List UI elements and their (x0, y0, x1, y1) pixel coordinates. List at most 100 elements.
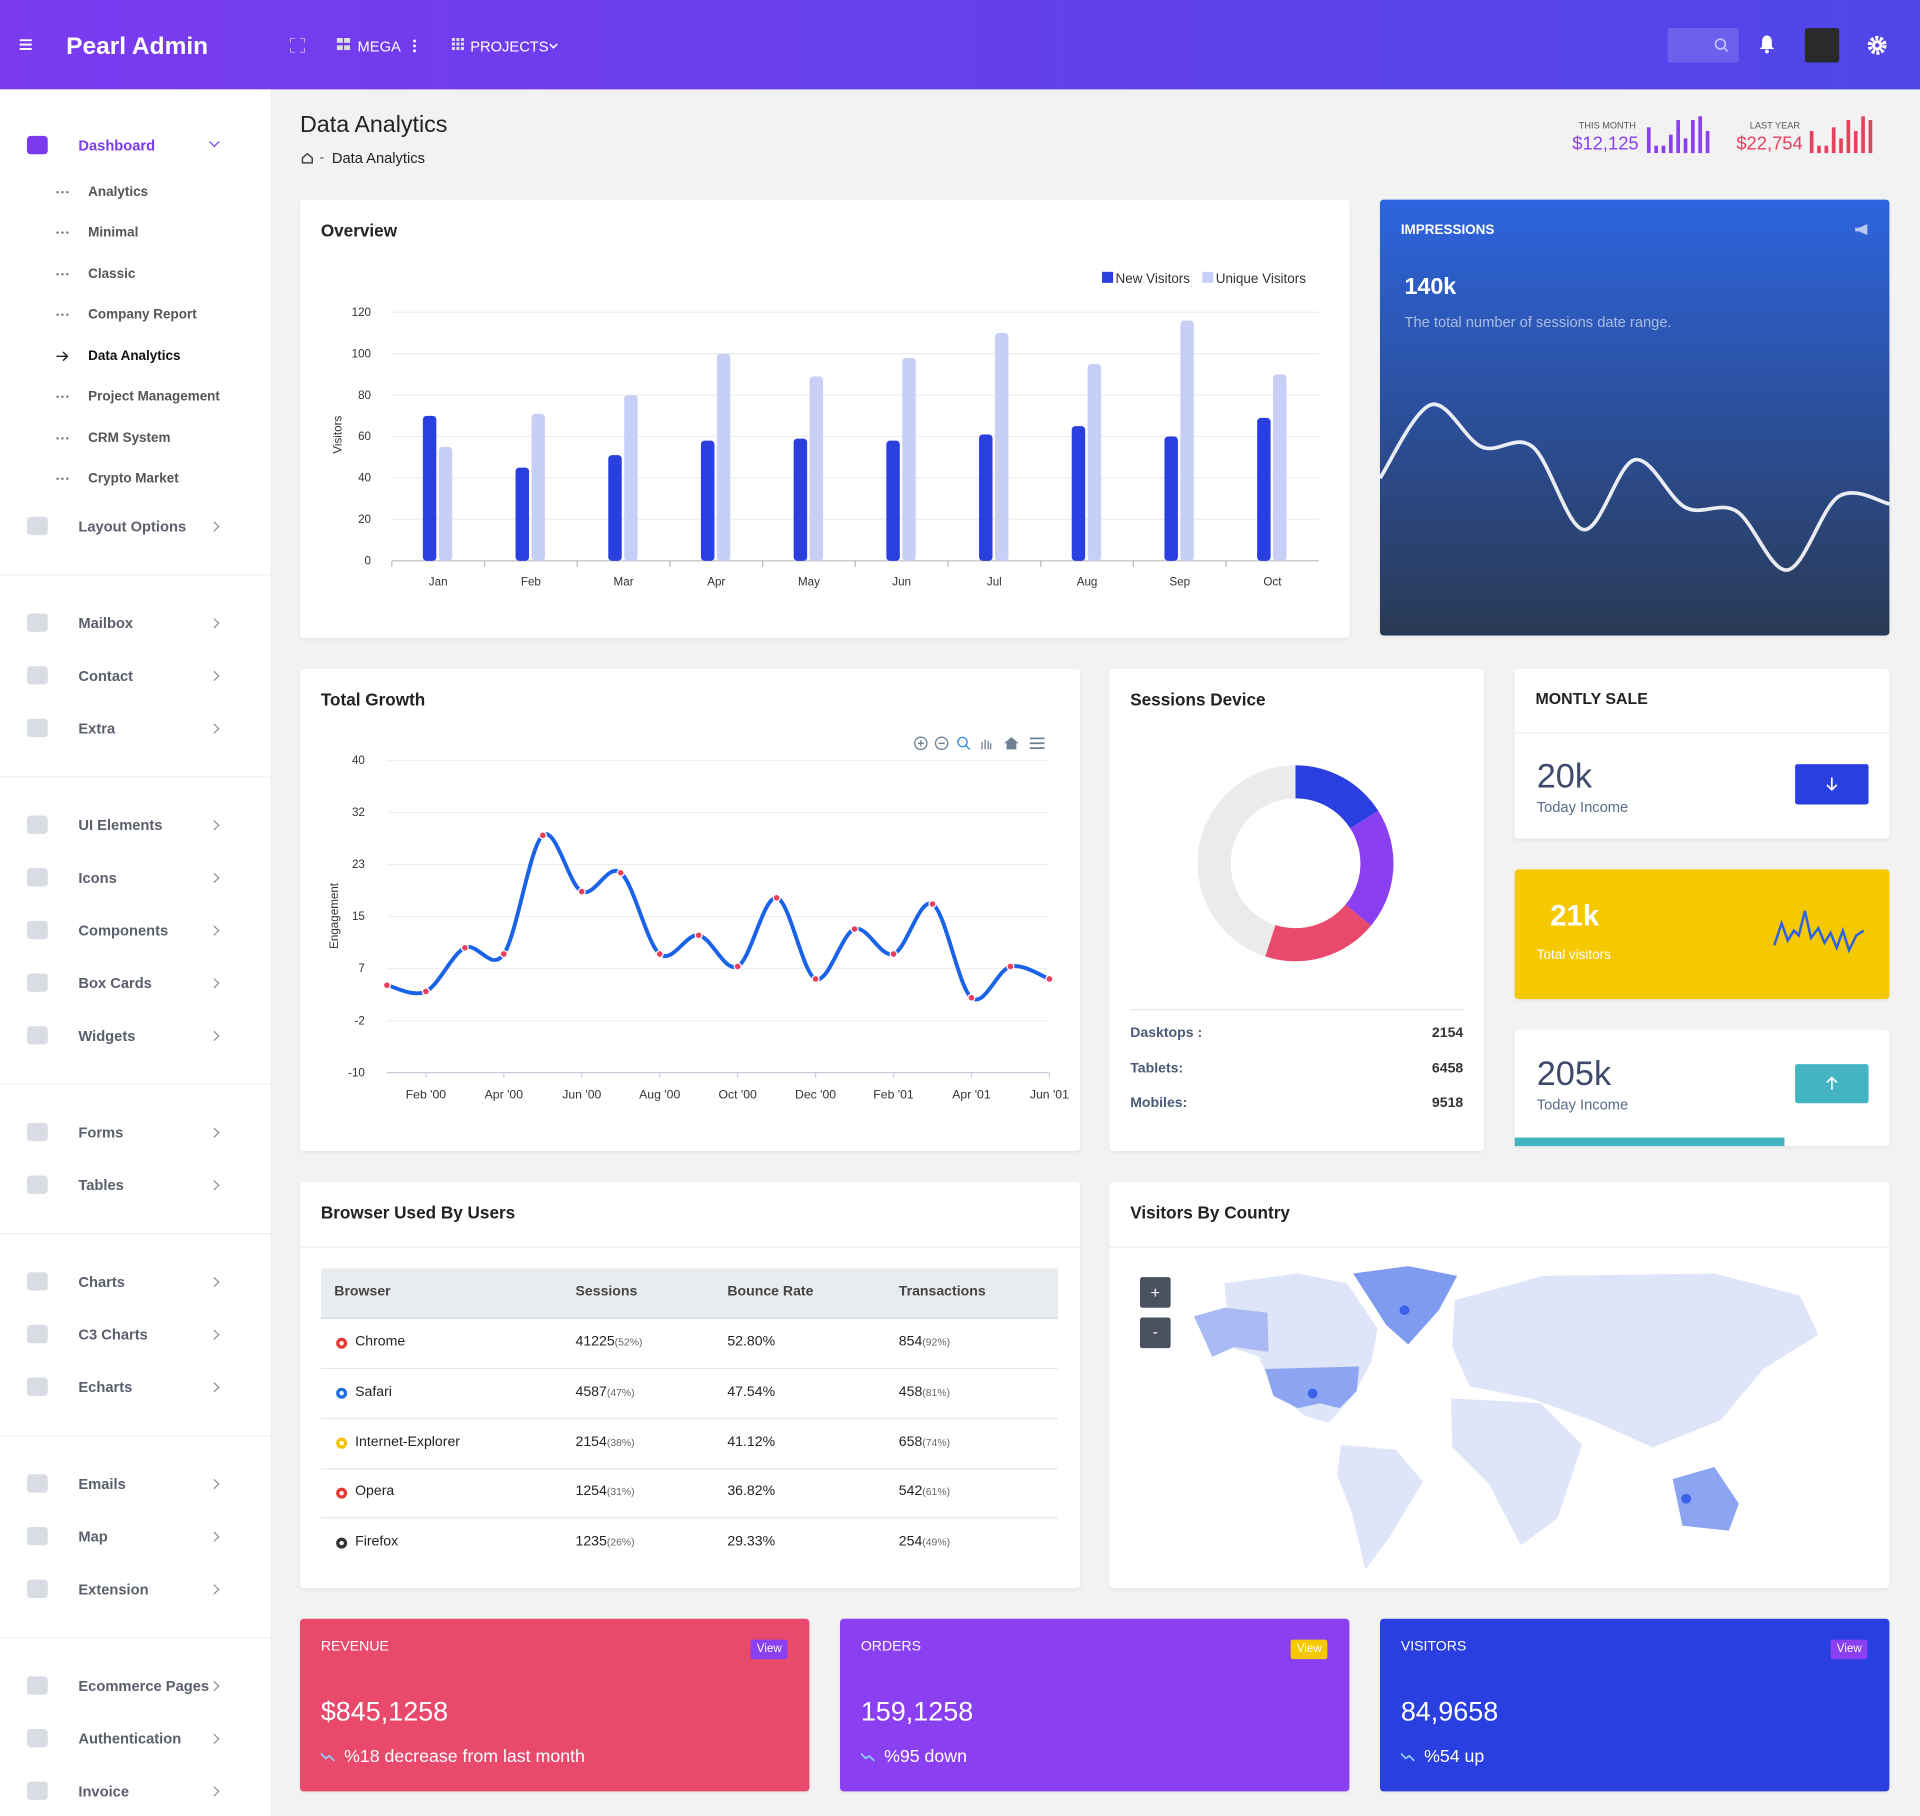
menu-item[interactable]: Icons (0, 851, 271, 904)
menu-group: Dashboard Analytics Minimal Classic Company … (0, 89, 271, 576)
transactions-share: (49%) (922, 1535, 951, 1548)
wave-line (1378, 402, 1890, 572)
bounce-rate: 52.80% (727, 1334, 776, 1350)
sale-value: 20k (1536, 756, 1593, 795)
transactions-value: 854 (898, 1334, 923, 1350)
submenu-label: Crypto Market (88, 471, 179, 487)
menu-item[interactable]: UI Elements (0, 798, 271, 851)
bar (793, 438, 808, 561)
menu-item[interactable]: Layout Options (0, 500, 271, 553)
zoom-out-label[interactable]: - (1152, 1322, 1158, 1341)
submenu-item[interactable]: Analytics (0, 171, 271, 212)
sale-card (1514, 668, 1890, 839)
avatar[interactable] (1804, 28, 1840, 63)
menu-item[interactable]: Widgets (0, 1009, 271, 1062)
more-icon[interactable] (413, 39, 417, 53)
device-label: Tablets: (1130, 1061, 1184, 1076)
view-badge[interactable]: View (1830, 1639, 1868, 1659)
brand[interactable]: Pearl Admin (66, 33, 209, 61)
menu-item[interactable]: Contact (0, 649, 271, 702)
bell-icon[interactable] (1758, 34, 1775, 54)
zoom-out[interactable] (1140, 1317, 1171, 1349)
marker[interactable] (1399, 1305, 1410, 1316)
nav-projects[interactable]: PROJECTS (470, 37, 549, 56)
menu-item[interactable]: Dashboard (0, 119, 271, 172)
y-tick-label: 120 (352, 306, 372, 319)
y-tick-label: 60 (358, 430, 371, 443)
card-title: IMPRESSIONS (1400, 222, 1495, 238)
search-box[interactable] (1667, 28, 1739, 63)
marker[interactable] (1681, 1493, 1692, 1504)
menu-label: Extension (78, 1580, 149, 1598)
menu-item[interactable]: Extension (0, 1562, 271, 1615)
menu-item[interactable]: Box Cards (0, 956, 271, 1009)
menu-icon (26, 613, 48, 632)
submenu-item[interactable]: Minimal (0, 212, 271, 253)
menu-item[interactable]: C3 Charts (0, 1308, 271, 1361)
device-label: Dasktops : (1130, 1026, 1203, 1041)
south-america (1337, 1444, 1423, 1570)
menu-item[interactable]: Mailbox (0, 596, 271, 649)
menu-item[interactable]: Charts (0, 1255, 271, 1308)
page-title: Data Analytics (300, 112, 448, 139)
up-button[interactable] (1795, 1064, 1869, 1104)
point (811, 974, 820, 984)
view-badge[interactable]: View (750, 1639, 788, 1659)
bar (438, 446, 453, 561)
menu-icon (26, 1728, 48, 1748)
menu-item[interactable]: Extra (0, 702, 271, 755)
sessions-value: 41225 (575, 1334, 615, 1350)
menu-item[interactable]: Tables (0, 1158, 271, 1211)
trend-icon (860, 1752, 875, 1762)
point (967, 993, 976, 1002)
browser-icon-center (339, 1391, 344, 1396)
stat-bar (1831, 127, 1836, 154)
menu-icon[interactable] (19, 39, 32, 50)
divider (1514, 732, 1890, 734)
menu-item[interactable]: Echarts (0, 1360, 271, 1413)
x-tick-label: Apr '01 (952, 1087, 991, 1101)
usa[interactable] (1264, 1366, 1360, 1409)
australia[interactable] (1672, 1466, 1739, 1531)
menu-item[interactable]: Components (0, 904, 271, 957)
alaska[interactable] (1193, 1307, 1269, 1357)
settings-icon[interactable] (1867, 35, 1887, 56)
submenu-item[interactable]: Classic (0, 253, 271, 294)
bounce-rate: 41.12% (727, 1434, 776, 1450)
submenu-item[interactable]: CRM System (0, 418, 271, 459)
home-icon[interactable] (301, 152, 313, 164)
submenu-item[interactable]: Company Report (0, 294, 271, 335)
column-header: Browser (334, 1284, 391, 1300)
down-button[interactable] (1795, 764, 1869, 805)
point (733, 962, 742, 971)
menu-item[interactable]: Forms (0, 1106, 271, 1159)
menu-label: Layout Options (78, 517, 187, 535)
view-badge[interactable]: View (1290, 1639, 1328, 1659)
bar (515, 467, 530, 561)
transactions-value: 542 (898, 1484, 923, 1500)
stat-bar (1868, 120, 1873, 154)
zoom-in[interactable] (1140, 1277, 1171, 1308)
menu-item[interactable]: Invoice (0, 1764, 271, 1815)
y-tick-label: -10 (348, 1066, 365, 1079)
submenu-item[interactable]: Crypto Market (0, 459, 271, 500)
menu-icon (26, 815, 48, 834)
submenu-item[interactable]: Data Analytics (0, 336, 271, 377)
column-header: Sessions (575, 1284, 638, 1300)
point (1006, 962, 1015, 971)
menu-item[interactable]: Map (0, 1510, 271, 1563)
greenland[interactable] (1353, 1266, 1458, 1345)
stat-bar (1817, 145, 1821, 154)
menu-item[interactable]: Authentication (0, 1712, 271, 1765)
chart-toolbar[interactable] (913, 736, 1045, 752)
nav-mega[interactable]: MEGA (357, 37, 401, 56)
menu-group: Mailbox Contact Extra (0, 576, 271, 778)
menu-item[interactable]: Emails (0, 1457, 271, 1510)
marker[interactable] (1307, 1388, 1318, 1399)
submenu-item[interactable]: Project Management (0, 377, 271, 418)
menu-item[interactable]: Ecommerce Pages (0, 1659, 271, 1712)
breadcrumb[interactable]: Data Analytics (331, 149, 425, 167)
menu-label: Emails (78, 1474, 126, 1493)
zoom-in-label[interactable]: + (1150, 1283, 1160, 1302)
